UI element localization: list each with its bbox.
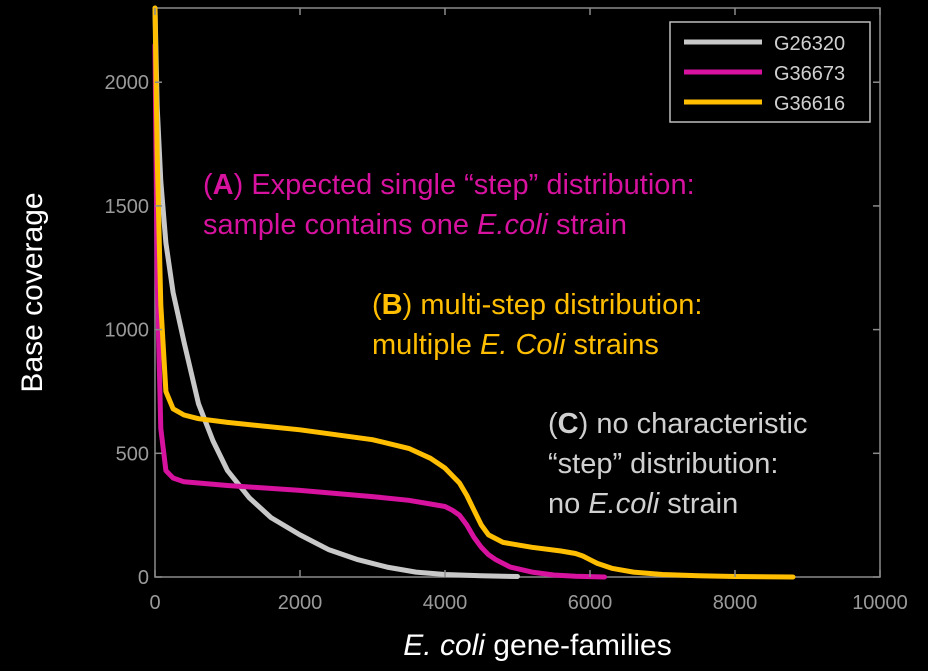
- annotation-segment: strains: [565, 329, 658, 361]
- series-line-g36673: [152, 42, 607, 580]
- series-line-g26320: [152, 5, 520, 579]
- y-tick-label: 500: [116, 443, 149, 465]
- legend-label: G36673: [774, 63, 845, 85]
- series-layer: [152, 5, 796, 580]
- annotation-segment: strain: [548, 209, 627, 241]
- series-line-g36616: [152, 5, 796, 580]
- x-tick-label: 8000: [713, 592, 758, 614]
- annotations-layer: (A) Expected single “step” distribution:…: [203, 169, 807, 520]
- annotation-line: (C) no characteristic: [548, 408, 807, 440]
- annotation-line: no E.coli strain: [548, 488, 738, 520]
- annotation-segment: C: [558, 408, 579, 440]
- annotation-segment: multiple: [372, 329, 480, 361]
- annotation-segment: no: [548, 488, 588, 520]
- legend: G26320 G36673 G36616: [669, 21, 871, 123]
- legend-label: G36616: [774, 93, 845, 115]
- annotation-line: multiple E. Coli strains: [372, 329, 659, 361]
- x-tick-label: 4000: [423, 592, 468, 614]
- annotation-line: sample contains one E.coli strain: [203, 209, 627, 241]
- annotation-a: (A) Expected single “step” distribution:…: [203, 169, 695, 241]
- y-tick-label: 1500: [105, 196, 150, 218]
- annotation-line: (A) Expected single “step” distribution:: [203, 169, 695, 201]
- annotation-c: (C) no characteristic “step” distribution…: [548, 408, 807, 520]
- annotation-segment: sample contains one: [203, 209, 477, 241]
- annotation-b: (B) multi-step distribution: multiple E. …: [372, 289, 702, 361]
- annotation-line: (B) multi-step distribution:: [372, 289, 702, 321]
- annotation-segment: (: [203, 169, 213, 201]
- x-tick-label: 6000: [568, 592, 613, 614]
- annotation-segment: A: [213, 169, 234, 201]
- annotation-segment: E.coli: [477, 209, 549, 241]
- annotation-segment: ) no characteristic: [579, 408, 808, 440]
- annotation-segment: (: [548, 408, 558, 440]
- annotation-line: “step” distribution:: [548, 448, 779, 480]
- annotation-segment: ) Expected single “step” distribution:: [234, 169, 695, 201]
- y-tick-label: 1000: [105, 320, 150, 342]
- x-axis-title-rest: gene-families: [485, 629, 672, 662]
- x-tick-label: 2000: [278, 592, 323, 614]
- legend-label: G26320: [774, 33, 845, 55]
- annotation-segment: strain: [659, 488, 738, 520]
- annotation-segment: (: [372, 289, 382, 321]
- y-axis-title: Base coverage: [16, 192, 49, 392]
- annotation-segment: E. Coli: [480, 329, 567, 361]
- x-axis-title-italic: E. coli: [403, 629, 486, 662]
- annotation-segment: B: [382, 289, 403, 321]
- x-tick-label: 0: [149, 592, 160, 614]
- annotation-segment: “step” distribution:: [548, 448, 779, 480]
- y-tick-label: 2000: [105, 72, 150, 94]
- ticks-layer: 0 2000 4000 6000 8000 10000 0 500 1000 1500 2000: [105, 8, 908, 614]
- x-tick-label: 10000: [852, 592, 908, 614]
- annotation-segment: E.coli: [588, 488, 660, 520]
- x-axis-title: E. coli gene-families: [403, 629, 671, 662]
- y-tick-label: 0: [138, 567, 149, 589]
- annotation-segment: ) multi-step distribution:: [403, 289, 703, 321]
